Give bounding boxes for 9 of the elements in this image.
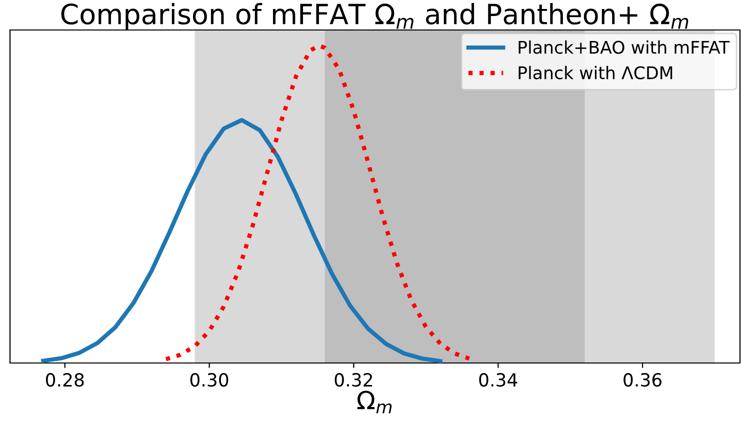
x-tick-label: 0.36: [624, 373, 662, 387]
chart-title: Comparison of mFFAT Ω$_{m}$ and Pantheon+ Ω$_{m}$: [61, 3, 688, 30]
x-axis-title: Ω$_{m}$: [357, 390, 392, 414]
x-tick-label: 0.34: [479, 373, 518, 387]
legend-label: Planck+BAO with mFFAT: [518, 40, 730, 54]
x-tick-label: 0.28: [46, 373, 84, 387]
x-tick-label: 0.30: [190, 373, 228, 387]
legend-label: Planck with ΛCDM: [518, 66, 672, 80]
x-tick-label: 0.32: [334, 373, 372, 387]
